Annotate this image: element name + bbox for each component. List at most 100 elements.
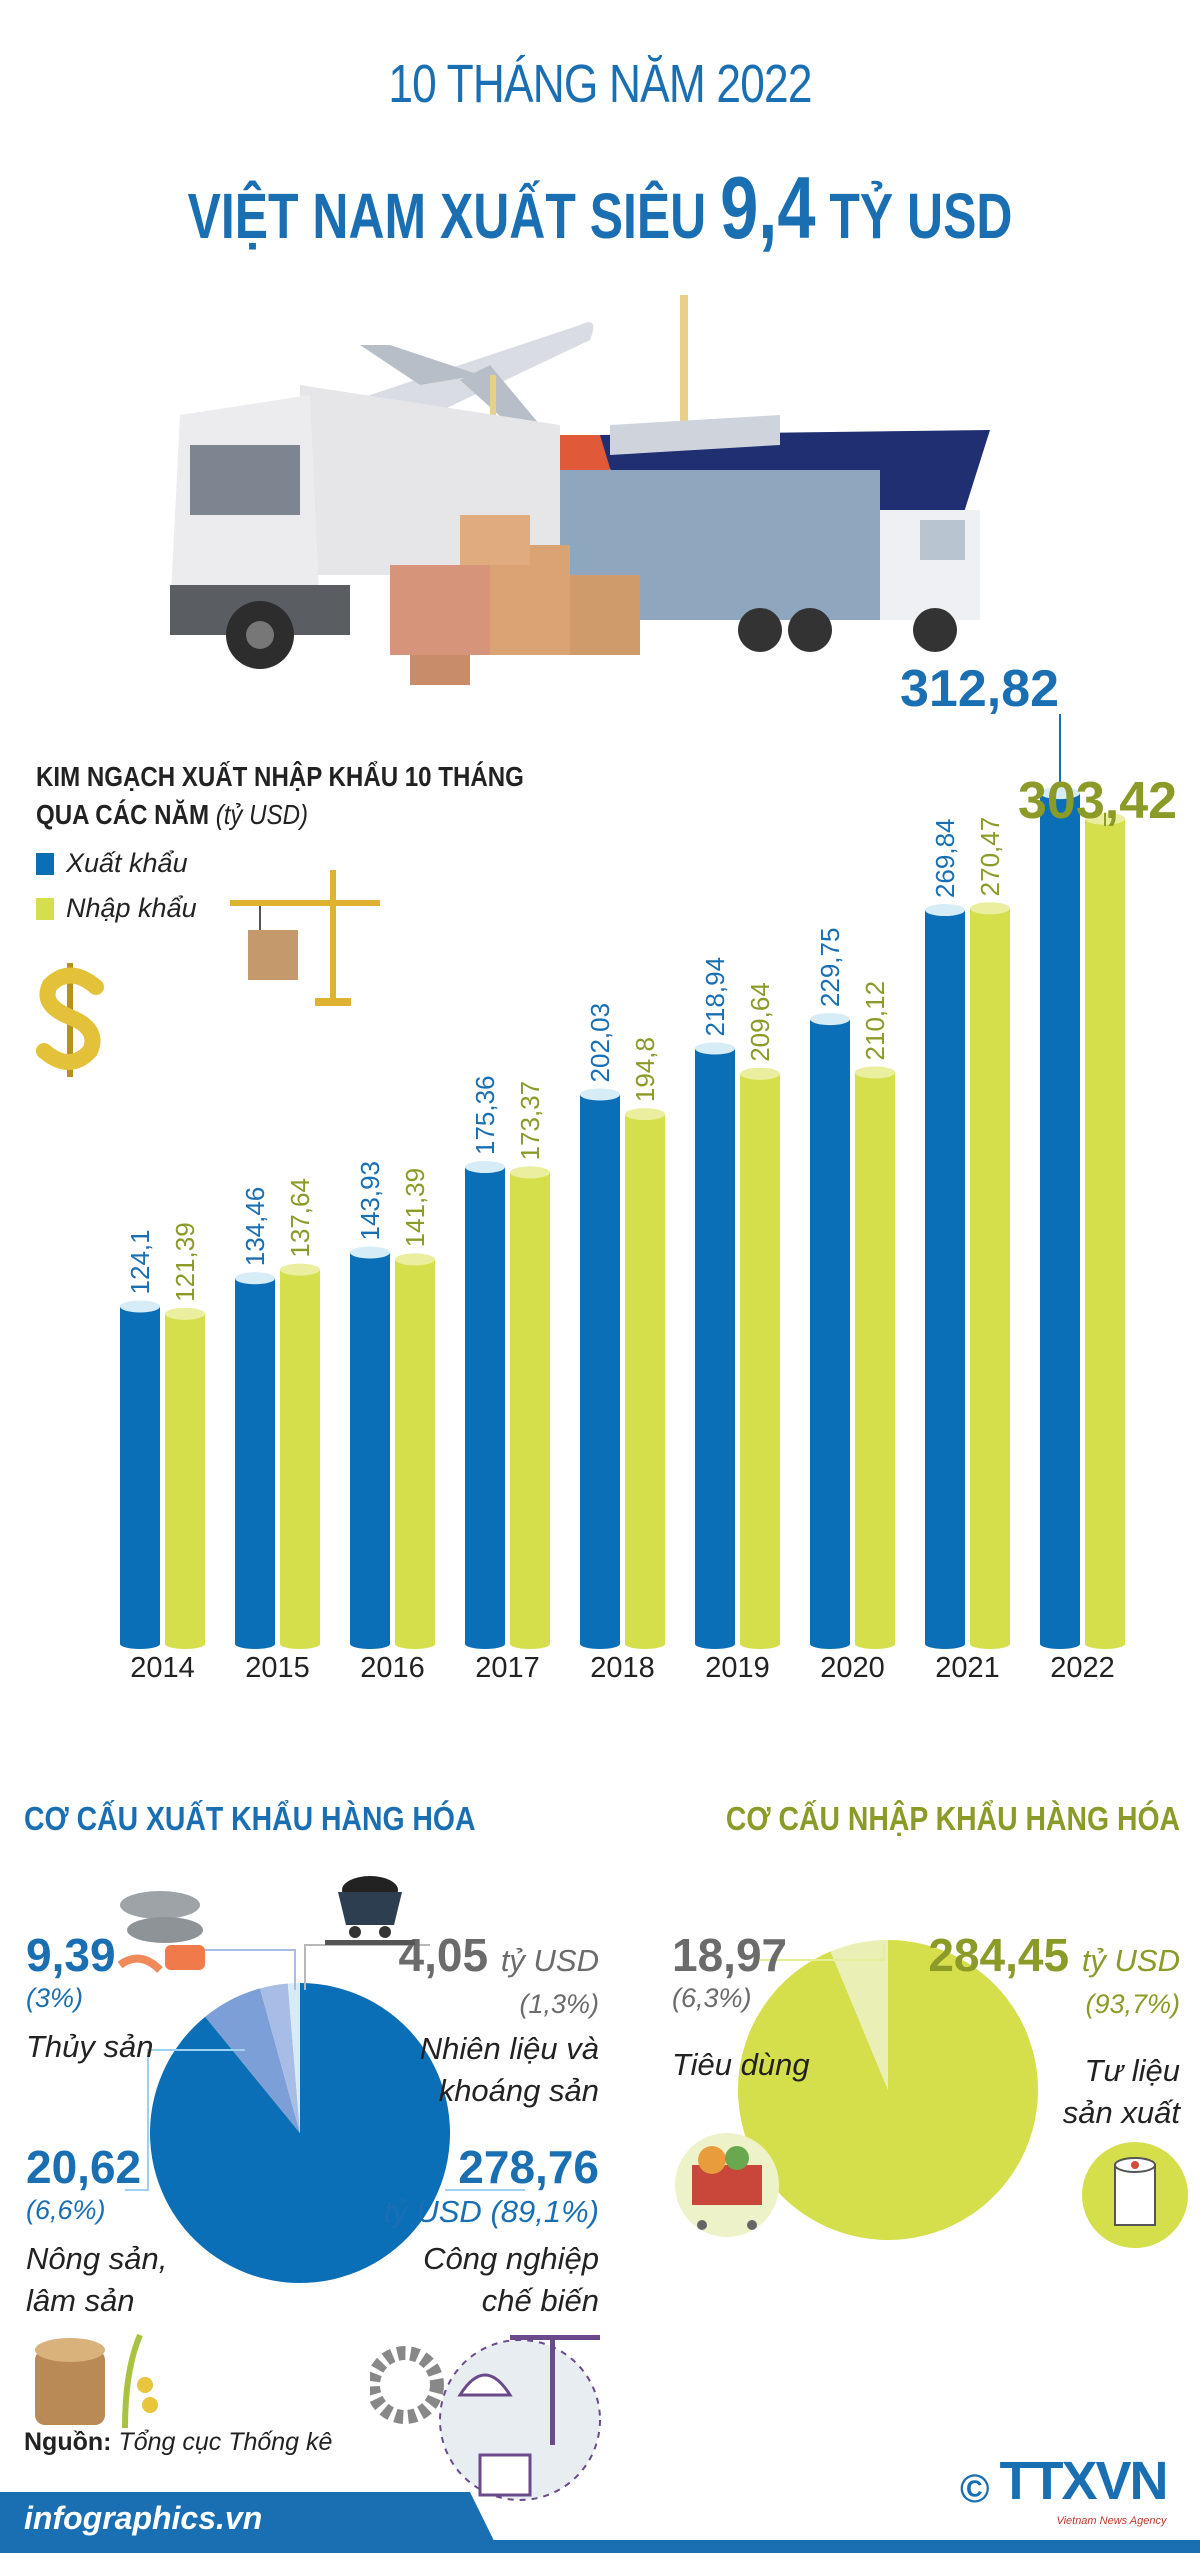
leader-line <box>125 2049 245 2191</box>
bar-import-2022 <box>1085 818 1125 1644</box>
value-label-export-2018: 202,03 <box>585 1003 615 1083</box>
agri-percent: (6,6%) <box>26 2195 106 2225</box>
fuel-label-2: khoáng sản <box>438 2073 599 2108</box>
export-pie-slice <box>205 1988 300 2133</box>
bar-base-2022 <box>1040 1639 1080 1649</box>
bar-cap-2018 <box>580 1088 620 1101</box>
seafood-label: Thủy sản <box>26 2029 154 2064</box>
bar-base-2018 <box>580 1639 620 1649</box>
fuel-unit: tỷ USD <box>500 1943 599 1978</box>
consumer-percent: (6,3%) <box>672 1983 752 2013</box>
bar-base-2022 <box>1085 1639 1125 1649</box>
legend-swatch-import <box>36 897 54 920</box>
value-label-import-2020: 210,12 <box>860 981 890 1061</box>
value-label-import-2021: 270,47 <box>975 817 1005 897</box>
industry-percent: (89,1%) <box>490 2194 599 2229</box>
export-slice-fuel: 4,05 tỷ USD (1,3%) Nhiên liệu và khoáng … <box>299 1928 600 2112</box>
pie-charts <box>125 1940 1038 2283</box>
bar-cap-2016 <box>395 1253 435 1266</box>
seafood-percent: (3%) <box>26 1983 84 2013</box>
bar-cap-2014 <box>120 1300 160 1313</box>
value-label-import-2018: 194,8 <box>630 1037 660 1102</box>
coal-cart-icon <box>325 1876 415 1945</box>
legend-label-export: Xuất khẩu <box>66 848 188 878</box>
bar-base-2015 <box>235 1639 275 1649</box>
legend-swatch-export <box>36 852 54 875</box>
bar-export-2022 <box>1040 793 1080 1644</box>
bar-cap-2020 <box>810 1013 850 1026</box>
subtitle: 10 THÁNG NĂM 2022 <box>388 54 812 114</box>
agri-value: 20,62 <box>26 2141 142 2193</box>
chart-title-line2: QUA CÁC NĂM <box>36 799 210 830</box>
title-prefix: VIỆT NAM XUẤT SIÊU <box>187 180 707 252</box>
legend-label-import: Nhập khẩu <box>66 893 197 923</box>
fuel-percent: (1,3%) <box>519 1989 599 2019</box>
bar-base-2014 <box>165 1639 205 1649</box>
production-unit: tỷ USD <box>1081 1943 1180 1978</box>
main-title: VIỆT NAM XUẤT SIÊU 9,4 TỶ USD <box>132 160 1068 264</box>
x-tick-label: 2020 <box>820 1652 885 1684</box>
bar-cap-2014 <box>165 1307 205 1320</box>
industry-label-2: chế biến <box>481 2283 599 2318</box>
x-tick-label: 2015 <box>245 1652 310 1684</box>
title-suffix: TỶ USD <box>829 180 1013 252</box>
copyright-icon: © <box>960 2466 990 2511</box>
import-structure-title: CƠ CẤU NHẬP KHẨU HÀNG HÓA <box>725 1800 1180 1837</box>
wood-rice-icon <box>35 2333 158 2429</box>
footer-strip <box>0 2540 1200 2553</box>
x-tick-label: 2022 <box>1050 1652 1115 1684</box>
bar-cap-2015 <box>280 1263 320 1276</box>
bar-export-2015 <box>235 1278 275 1644</box>
value-label-import-2022: 303,42 <box>1018 772 1177 830</box>
truck-icon <box>170 385 560 669</box>
production-label-2: sản xuất <box>1062 2095 1180 2130</box>
boxes-icon <box>390 515 640 685</box>
industry-label-1: Công nghiệp <box>423 2241 599 2276</box>
bar-export-2016 <box>350 1252 390 1644</box>
value-label-import-2019: 209,64 <box>745 982 775 1062</box>
bar-cap-2020 <box>855 1066 895 1079</box>
industry-value: 278,76 <box>458 2141 599 2193</box>
x-tick-label: 2014 <box>130 1652 195 1684</box>
logo-sub: Vietnam News Agency <box>1056 2515 1167 2527</box>
import-pie-slice <box>830 1940 888 2090</box>
value-label-import-2015: 137,64 <box>285 1178 315 1258</box>
bar-export-2021 <box>925 910 965 1644</box>
value-label-import-2017: 173,37 <box>515 1081 545 1161</box>
bar-cap-2018 <box>625 1108 665 1121</box>
bar-cap-2017 <box>510 1166 550 1179</box>
bar-base-2016 <box>395 1639 435 1649</box>
chart-title: KIM NGẠCH XUẤT NHẬP KHẨU 10 THÁNG QUA CÁ… <box>36 758 524 834</box>
bar-import-2021 <box>970 908 1010 1644</box>
leader-line <box>892 1945 949 1961</box>
industry-unit: tỷ USD <box>383 2194 482 2229</box>
paper-roll-icon <box>1082 2142 1188 2248</box>
container-truck-icon <box>520 470 980 652</box>
seafood-value: 9,39 <box>26 1929 116 1981</box>
leader-line <box>180 1949 296 1990</box>
bar-base-2020 <box>810 1639 850 1649</box>
export-slice-agri: 20,62 (6,6%) Nông sản, lâm sản <box>26 2140 167 2322</box>
bar-cap-2019 <box>740 1067 780 1080</box>
production-value: 284,45 <box>928 1929 1070 1981</box>
agri-label-2: lâm sản <box>26 2283 135 2318</box>
bar-export-2018 <box>580 1094 620 1644</box>
bar-cap-2021 <box>925 904 965 917</box>
fuel-value: 4,05 <box>398 1929 489 1981</box>
fuel-label-1: Nhiên liệu và <box>419 2031 599 2066</box>
bar-base-2015 <box>280 1639 320 1649</box>
export-pie-slice <box>259 1983 300 2133</box>
source: Nguồn: Tổng cục Thống kê <box>24 2428 332 2457</box>
seafood-icon <box>117 1891 205 1973</box>
source-label: Nguồn: <box>24 2428 112 2456</box>
value-label-export-2017: 175,36 <box>470 1075 500 1155</box>
value-label-export-2014: 124,1 <box>125 1229 155 1294</box>
site-link[interactable]: infographics.vn <box>24 2500 263 2536</box>
bar-base-2021 <box>970 1639 1010 1649</box>
bar-cap-2017 <box>465 1161 505 1174</box>
source-value: Tổng cục Thống kê <box>118 2428 333 2456</box>
bar-export-2020 <box>810 1019 850 1644</box>
dollar-icon <box>36 963 104 1077</box>
bar-import-2014 <box>165 1313 205 1644</box>
value-label-export-2020: 229,75 <box>815 928 845 1008</box>
